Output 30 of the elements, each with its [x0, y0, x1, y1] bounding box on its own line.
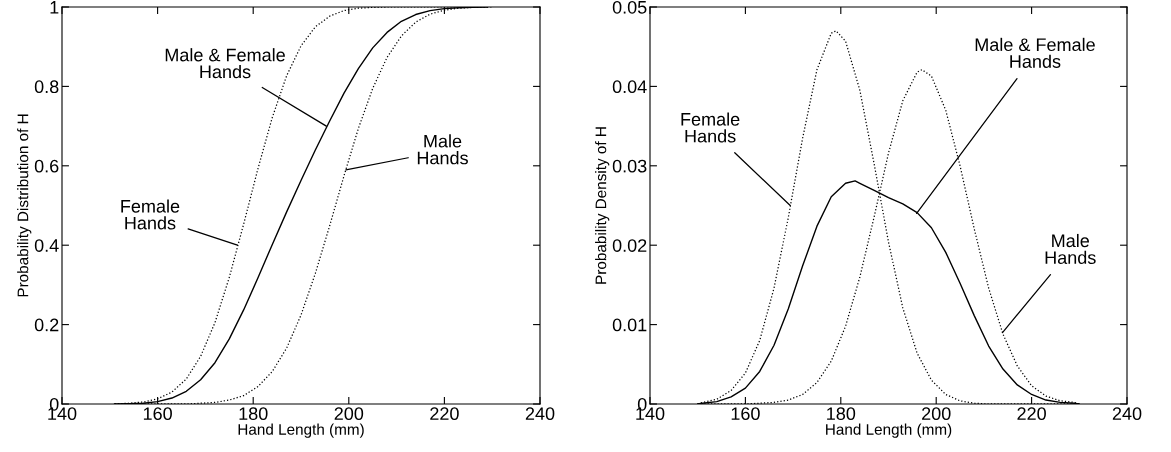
y-tick-label: 0.04	[612, 80, 647, 94]
x-tick-label: 220	[1017, 407, 1046, 421]
y-tick-label: 0.2	[34, 318, 59, 332]
x-tick-label: 160	[731, 407, 760, 421]
annotation: Male & Female Hands	[975, 37, 1095, 68]
annotation: Male Hands	[417, 134, 468, 165]
y-tick-label: 0.6	[34, 159, 59, 173]
x-axis-title: Hand Length (mm)	[238, 423, 364, 438]
y-tick-label: 0.01	[612, 318, 647, 332]
y-tick-label: 0.8	[34, 80, 59, 94]
x-tick-label: 200	[334, 407, 364, 421]
y-tick-label: 0.02	[612, 239, 647, 252]
annotation: Male & Female Hands	[165, 48, 285, 79]
annotation: Male Hands	[1045, 233, 1096, 265]
annotation: Female Hands	[121, 199, 180, 230]
x-tick-label: 240	[1112, 407, 1142, 421]
x-tick-label: 180	[827, 407, 856, 421]
x-axis-title: Hand Length (mm)	[826, 423, 952, 438]
y-tick-label: 0.05	[612, 0, 647, 14]
x-tick-label: 160	[143, 407, 172, 421]
x-tick-label: 180	[239, 407, 268, 421]
y-tick-label: 0.03	[612, 159, 647, 173]
y-tick-label: 1	[50, 1, 59, 14]
y-axis-title: Probability Distribution of H	[17, 114, 32, 297]
y-tick-label: 0.4	[34, 239, 59, 252]
x-tick-label: 200	[922, 407, 951, 421]
x-tick-label: 240	[525, 407, 555, 421]
y-axis-title: Probability Density of H	[595, 127, 610, 284]
annotation: Female Hands	[681, 112, 740, 143]
x-tick-label: 220	[430, 407, 459, 421]
